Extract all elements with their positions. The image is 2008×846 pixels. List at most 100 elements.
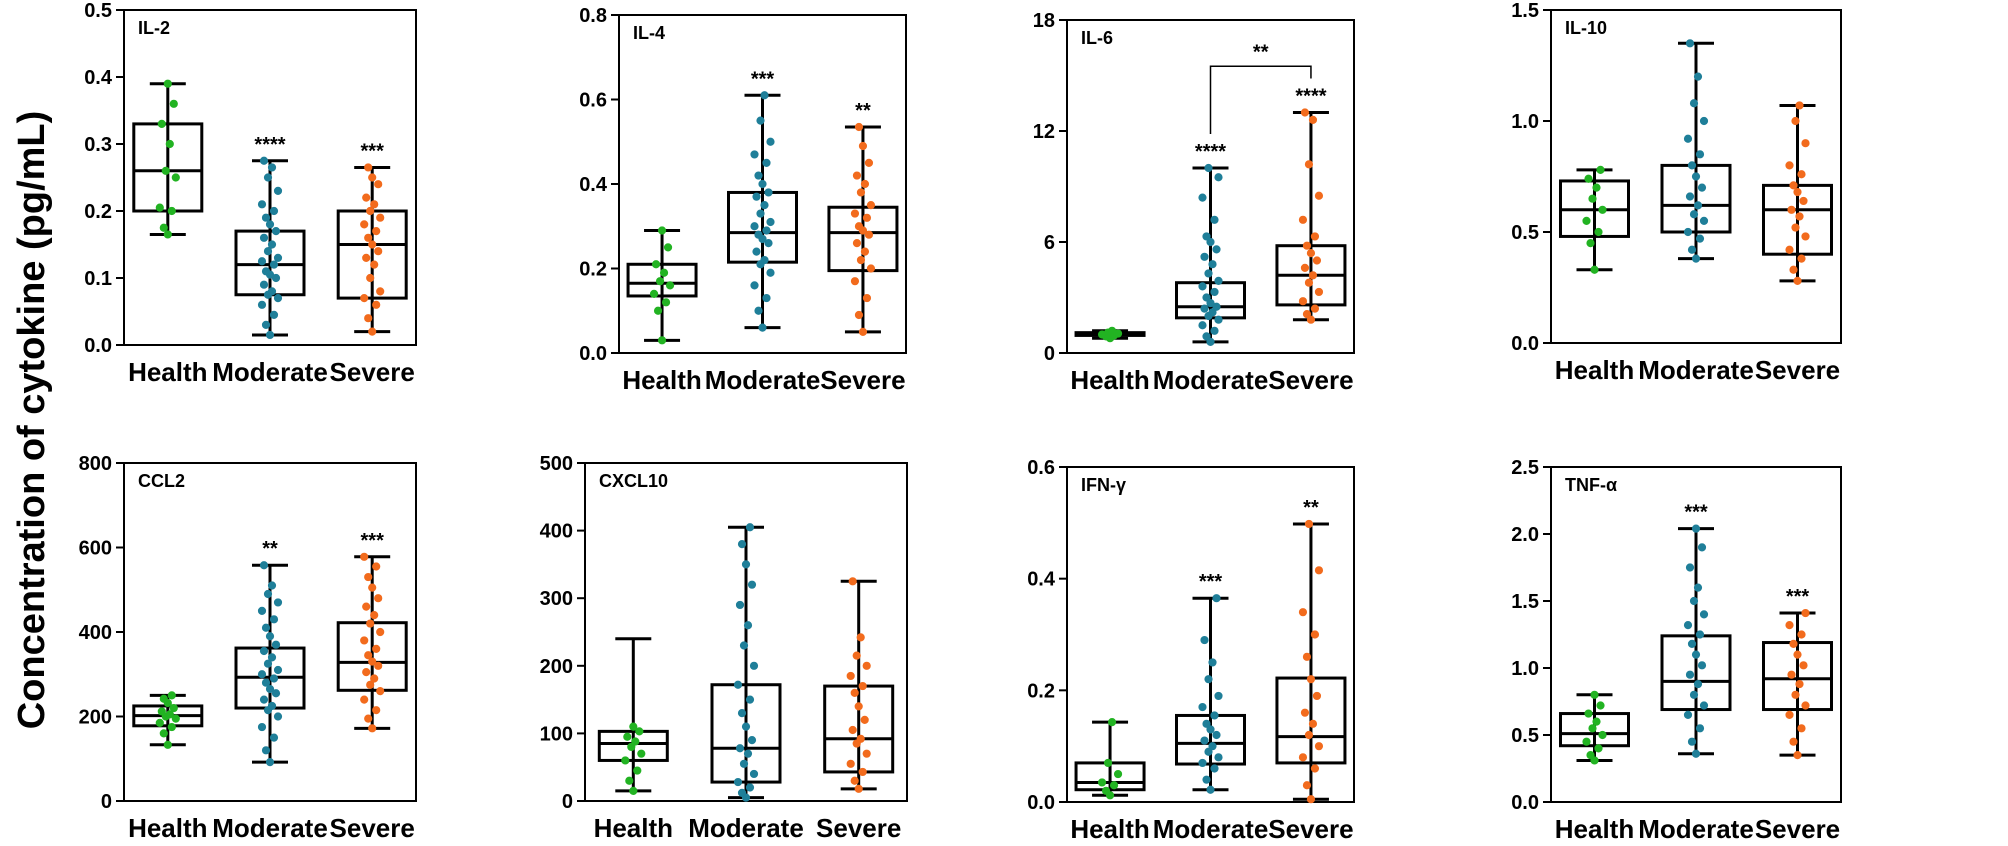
data-point — [659, 268, 669, 277]
x-category-label: Moderate — [705, 365, 821, 395]
data-point — [1200, 736, 1209, 745]
data-point — [1214, 691, 1223, 701]
box-severe: **** — [1275, 86, 1347, 324]
data-point — [169, 99, 178, 108]
data-point — [850, 688, 859, 697]
data-point — [360, 220, 369, 229]
data-point — [1298, 297, 1308, 306]
data-point — [1689, 210, 1699, 219]
data-point — [364, 572, 373, 582]
data-point — [1212, 730, 1221, 740]
data-point — [163, 79, 172, 88]
box-severe — [1762, 101, 1833, 285]
data-point — [1302, 310, 1312, 319]
data-point — [756, 116, 765, 125]
y-tick-label: 0.4 — [1027, 569, 1056, 591]
data-point — [846, 759, 855, 768]
data-point — [368, 583, 377, 592]
data-point — [269, 733, 279, 742]
data-point — [376, 287, 385, 296]
data-point — [171, 173, 180, 182]
data-point — [1592, 717, 1601, 726]
data-point — [159, 694, 168, 703]
data-point — [747, 580, 757, 589]
significance-stars: *** — [361, 530, 385, 552]
data-point — [370, 674, 379, 683]
x-category-label: Severe — [1268, 814, 1353, 844]
data-point — [157, 707, 166, 716]
data-point — [1695, 234, 1705, 243]
box-health — [1559, 690, 1630, 765]
data-point — [750, 150, 759, 159]
data-point — [1695, 630, 1705, 639]
data-point — [1304, 730, 1314, 740]
data-point — [858, 141, 868, 151]
data-point — [850, 776, 859, 785]
data-point — [267, 653, 277, 662]
data-point — [1208, 260, 1217, 269]
data-point — [273, 665, 283, 675]
data-point — [155, 718, 164, 727]
box-moderate: **** — [1175, 141, 1246, 346]
data-point — [1312, 256, 1322, 265]
data-point — [1113, 769, 1123, 779]
data-point — [854, 222, 864, 231]
data-point — [265, 220, 275, 229]
data-point — [1594, 227, 1603, 237]
data-point — [1208, 658, 1217, 667]
data-point — [257, 670, 267, 679]
y-tick-label: 0.0 — [1511, 792, 1539, 814]
data-point — [1691, 749, 1701, 758]
data-point — [263, 247, 273, 256]
data-point — [259, 695, 269, 704]
data-point — [856, 255, 866, 265]
x-category-label: Health — [128, 813, 207, 843]
data-point — [259, 646, 269, 656]
data-point — [1204, 269, 1213, 278]
data-point — [1683, 134, 1693, 143]
box-health — [597, 637, 669, 795]
data-point — [860, 179, 870, 189]
panel-cxcl10: CXCL10 0 100 200 300 400 500 Health Moderate Seve… — [540, 453, 908, 843]
data-point — [1693, 583, 1703, 592]
data-point — [854, 122, 864, 132]
data-point — [762, 158, 771, 167]
y-tick-label: 0.2 — [1027, 680, 1055, 702]
data-point — [265, 684, 275, 694]
data-point — [269, 615, 279, 624]
y-tick-label: 1.0 — [1511, 658, 1539, 680]
data-point — [364, 163, 373, 172]
plot-frame — [1550, 9, 1842, 344]
data-point — [271, 273, 281, 283]
y-tick-label: 200 — [79, 707, 112, 729]
data-point — [754, 306, 763, 315]
data-point — [1302, 781, 1312, 790]
data-point — [1797, 724, 1806, 733]
data-point — [1198, 702, 1207, 712]
data-point — [852, 171, 862, 180]
data-point — [263, 589, 273, 599]
significance-stars: *** — [361, 140, 385, 162]
data-point — [1214, 315, 1223, 324]
data-point — [1586, 239, 1595, 248]
data-point — [163, 230, 172, 239]
significance-stars: ** — [262, 538, 278, 560]
y-tick-label: 0.4 — [84, 67, 113, 89]
data-point — [1097, 778, 1107, 787]
data-point — [657, 336, 667, 345]
data-point — [261, 213, 271, 222]
data-point — [1586, 751, 1595, 760]
data-point — [1306, 795, 1316, 804]
data-point — [1691, 524, 1701, 533]
data-point — [625, 776, 634, 785]
data-point — [858, 681, 867, 691]
data-point — [374, 180, 383, 189]
data-point — [267, 581, 277, 590]
data-point — [1582, 216, 1591, 225]
data-point — [1795, 212, 1804, 221]
box-severe — [823, 577, 895, 793]
x-category-label: Moderate — [212, 813, 328, 843]
data-point — [1204, 675, 1213, 684]
data-point — [155, 203, 164, 212]
y-tick-label: 0.0 — [579, 343, 607, 365]
